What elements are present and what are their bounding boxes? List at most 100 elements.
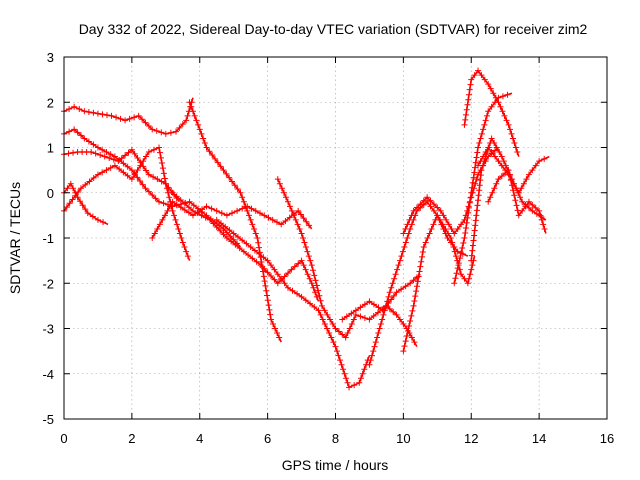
data-point xyxy=(86,178,93,185)
data-point xyxy=(295,260,302,267)
data-point xyxy=(481,76,488,83)
data-point xyxy=(428,225,435,232)
data-point xyxy=(89,213,96,220)
data-point xyxy=(232,241,239,248)
data-point xyxy=(475,192,482,199)
data-point xyxy=(398,286,405,293)
data-point xyxy=(261,278,268,285)
data-point xyxy=(328,334,335,341)
data-point xyxy=(473,154,480,161)
data-point xyxy=(255,239,262,246)
data-point xyxy=(523,176,530,183)
data-point xyxy=(321,320,328,327)
data-point xyxy=(507,126,514,133)
data-point xyxy=(107,164,114,171)
data-point xyxy=(374,334,381,341)
data-point xyxy=(455,260,462,267)
data-point xyxy=(470,174,477,181)
data-point xyxy=(476,139,483,146)
data-point xyxy=(81,108,88,115)
data-point xyxy=(492,153,499,160)
data-point xyxy=(137,162,144,169)
data-point xyxy=(184,253,191,260)
data-point xyxy=(462,229,469,236)
data-point xyxy=(183,248,190,255)
data-point xyxy=(302,266,309,273)
data-point xyxy=(324,325,331,332)
data-point xyxy=(343,375,350,382)
data-point xyxy=(193,117,200,124)
data-point xyxy=(213,216,220,223)
data-point xyxy=(169,189,176,196)
data-point xyxy=(306,222,313,229)
data-point xyxy=(330,339,337,346)
data-point xyxy=(120,169,127,176)
data-point xyxy=(264,269,271,276)
data-point xyxy=(482,149,489,156)
data-point xyxy=(298,293,305,300)
data-point xyxy=(304,271,311,278)
y-tick-label: -4 xyxy=(42,367,54,382)
data-point xyxy=(134,174,141,181)
data-point xyxy=(302,297,309,304)
data-point xyxy=(116,165,123,172)
data-point xyxy=(332,343,339,350)
data-point xyxy=(394,266,401,273)
data-point xyxy=(289,287,296,294)
data-point xyxy=(308,262,315,269)
data-point xyxy=(264,292,271,299)
data-point xyxy=(496,149,503,156)
series-18 xyxy=(475,144,550,196)
data-point xyxy=(298,257,305,264)
data-point xyxy=(94,171,101,178)
data-point xyxy=(282,194,289,201)
data-point xyxy=(341,370,348,377)
data-point xyxy=(385,293,392,300)
data-point xyxy=(240,198,247,205)
data-point xyxy=(410,277,417,284)
data-point xyxy=(342,334,349,341)
data-point xyxy=(533,210,540,217)
data-point xyxy=(400,320,407,327)
data-point xyxy=(321,307,328,314)
data-point xyxy=(366,361,373,368)
series-5 xyxy=(61,144,191,261)
data-point xyxy=(218,210,225,217)
data-point xyxy=(458,271,465,278)
data-point xyxy=(139,181,146,188)
data-point xyxy=(99,111,106,118)
data-point xyxy=(417,201,424,208)
data-point xyxy=(173,221,180,228)
data-point xyxy=(166,194,173,201)
data-point xyxy=(489,189,496,196)
data-point xyxy=(308,280,315,287)
series-line xyxy=(63,128,242,248)
data-point xyxy=(427,203,434,210)
data-point xyxy=(252,230,259,237)
data-point xyxy=(223,212,230,219)
data-point xyxy=(137,177,144,184)
data-point xyxy=(185,204,192,211)
data-point xyxy=(154,176,161,183)
data-point xyxy=(335,352,342,359)
data-point xyxy=(145,123,152,130)
data-point xyxy=(256,210,263,217)
data-point xyxy=(169,207,176,214)
data-point xyxy=(346,325,353,332)
data-point xyxy=(453,270,460,277)
data-point xyxy=(149,235,156,241)
data-point xyxy=(372,339,379,346)
data-point xyxy=(403,333,410,340)
data-point xyxy=(262,282,269,289)
data-point xyxy=(465,96,472,103)
data-point xyxy=(181,244,188,251)
data-point xyxy=(452,253,459,260)
data-point xyxy=(536,158,543,165)
data-point xyxy=(343,313,350,320)
data-point xyxy=(505,167,512,174)
grid xyxy=(64,57,607,419)
data-point xyxy=(198,212,205,219)
data-point xyxy=(467,271,474,278)
data-point xyxy=(478,72,485,79)
data-point xyxy=(407,280,414,287)
